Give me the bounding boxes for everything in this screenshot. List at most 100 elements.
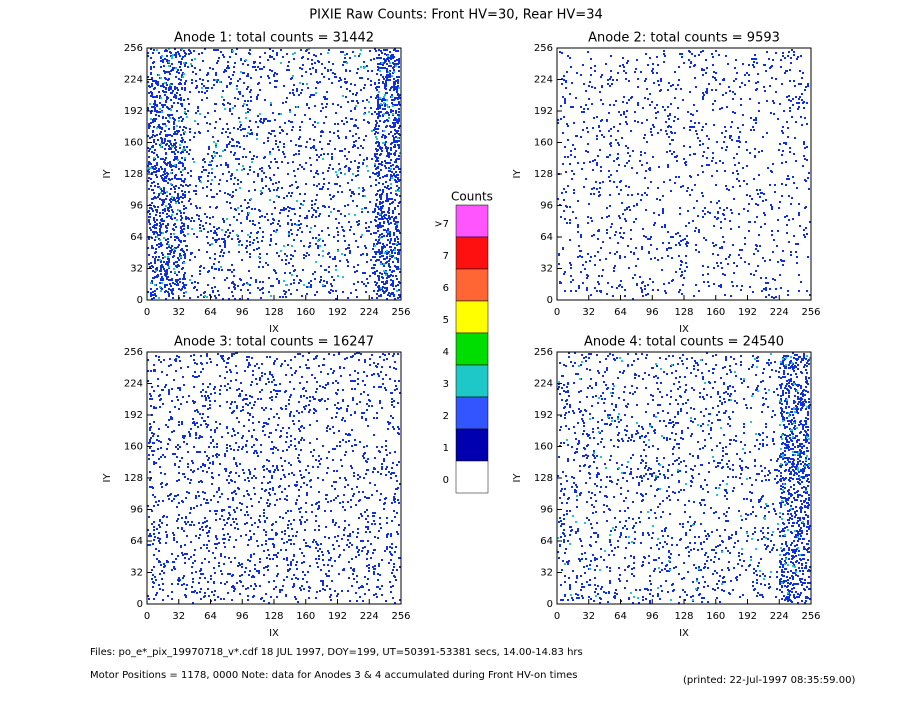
y-tick-label: 224 <box>124 75 143 86</box>
x-tick-label: 32 <box>582 611 595 622</box>
x-tick-label: 256 <box>391 307 410 318</box>
y-tick-label: 32 <box>540 264 553 275</box>
x-tick-label: 96 <box>236 611 249 622</box>
y-tick-label: 256 <box>534 347 553 358</box>
y-tick-label: 192 <box>534 106 553 117</box>
x-tick-label: 160 <box>296 611 315 622</box>
colorbar-label: 7 <box>443 251 449 262</box>
x-tick-label: 224 <box>770 307 789 318</box>
y-tick-label: 224 <box>534 75 553 86</box>
colorbar-label: 2 <box>443 411 449 422</box>
y-tick-label: 160 <box>124 442 143 453</box>
y-tick-label: 256 <box>124 43 143 54</box>
y-tick-label: 32 <box>130 264 143 275</box>
y-tick-label: 96 <box>130 201 143 212</box>
colorbar-label: 0 <box>443 475 449 486</box>
x-tick-label: 96 <box>646 611 659 622</box>
x-axis-label: IX <box>269 628 279 639</box>
colorbar-swatch <box>455 460 489 494</box>
y-tick-label: 128 <box>534 169 553 180</box>
y-tick-label: 0 <box>137 295 143 306</box>
footer-printed: (printed: 22-Jul-1997 08:35:59.00) <box>683 675 855 686</box>
x-tick-label: 192 <box>738 611 757 622</box>
y-tick-label: 96 <box>130 505 143 516</box>
y-tick-label: 64 <box>540 232 553 243</box>
panel-title: Anode 3: total counts = 16247 <box>174 335 374 350</box>
figure-title: PIXIE Raw Counts: Front HV=30, Rear HV=3… <box>309 8 603 23</box>
colorbar-label: 3 <box>443 379 449 390</box>
x-tick-label: 64 <box>204 307 217 318</box>
count-texture <box>147 48 401 300</box>
x-tick-label: 0 <box>554 611 560 622</box>
x-tick-label: 32 <box>172 307 185 318</box>
x-tick-label: 256 <box>391 611 410 622</box>
y-axis-label: IY <box>512 473 523 483</box>
y-tick-label: 0 <box>137 599 143 610</box>
x-tick-label: 192 <box>328 611 347 622</box>
x-tick-label: 128 <box>264 307 283 318</box>
count-texture <box>557 352 811 604</box>
y-axis-label: IY <box>102 473 113 483</box>
y-tick-label: 192 <box>124 410 143 421</box>
y-tick-label: 0 <box>547 295 553 306</box>
x-axis-label: IX <box>679 324 689 335</box>
x-tick-label: 224 <box>770 611 789 622</box>
y-tick-label: 96 <box>540 201 553 212</box>
panel-title: Anode 1: total counts = 31442 <box>174 31 374 46</box>
x-tick-label: 0 <box>144 611 150 622</box>
y-tick-label: 224 <box>124 379 143 390</box>
colorbar-label: 4 <box>443 347 449 358</box>
colorbar-swatch <box>455 364 489 398</box>
x-tick-label: 224 <box>360 307 379 318</box>
panel-title: Anode 2: total counts = 9593 <box>588 31 780 46</box>
colorbar-swatch <box>455 396 489 430</box>
x-tick-label: 128 <box>674 611 693 622</box>
y-tick-label: 32 <box>540 568 553 579</box>
y-tick-label: 32 <box>130 568 143 579</box>
colorbar-title: Counts <box>451 190 493 204</box>
x-tick-label: 64 <box>614 307 627 318</box>
y-tick-label: 128 <box>124 169 143 180</box>
x-tick-label: 160 <box>706 611 725 622</box>
y-tick-label: 0 <box>547 599 553 610</box>
x-tick-label: 64 <box>204 611 217 622</box>
footer-files: Files: po_e*_pix_19970718_v*.cdf 18 JUL … <box>90 647 583 658</box>
x-tick-label: 96 <box>646 307 659 318</box>
colorbar-label: 6 <box>443 283 449 294</box>
plot-frame <box>556 47 812 301</box>
y-axis-label: IY <box>512 169 523 179</box>
y-tick-label: 128 <box>534 473 553 484</box>
colorbar-label: 5 <box>443 315 449 326</box>
y-tick-label: 160 <box>534 138 553 149</box>
y-tick-label: 256 <box>534 43 553 54</box>
y-tick-label: 64 <box>130 232 143 243</box>
x-axis-label: IX <box>269 324 279 335</box>
x-tick-label: 96 <box>236 307 249 318</box>
y-tick-label: 192 <box>124 106 143 117</box>
count-texture <box>557 49 811 300</box>
x-tick-label: 128 <box>674 307 693 318</box>
x-tick-label: 256 <box>801 307 820 318</box>
y-tick-label: 160 <box>534 442 553 453</box>
x-tick-label: 160 <box>296 307 315 318</box>
colorbar-label: 1 <box>443 443 449 454</box>
x-tick-label: 224 <box>360 611 379 622</box>
y-tick-label: 192 <box>534 410 553 421</box>
y-tick-label: 96 <box>540 505 553 516</box>
y-tick-label: 128 <box>124 473 143 484</box>
colorbar-swatch <box>455 236 489 270</box>
colorbar-swatch <box>455 204 489 238</box>
x-tick-label: 128 <box>264 611 283 622</box>
y-tick-label: 256 <box>124 347 143 358</box>
colorbar-label: >7 <box>434 219 449 230</box>
count-texture <box>148 48 401 299</box>
y-tick-label: 224 <box>534 379 553 390</box>
x-tick-label: 64 <box>614 611 627 622</box>
y-tick-label: 160 <box>124 138 143 149</box>
plot-frame <box>556 351 812 605</box>
colorbar-swatch <box>455 268 489 302</box>
footer-note: Motor Positions = 1178, 0000 Note: data … <box>90 670 577 681</box>
x-tick-label: 32 <box>582 307 595 318</box>
